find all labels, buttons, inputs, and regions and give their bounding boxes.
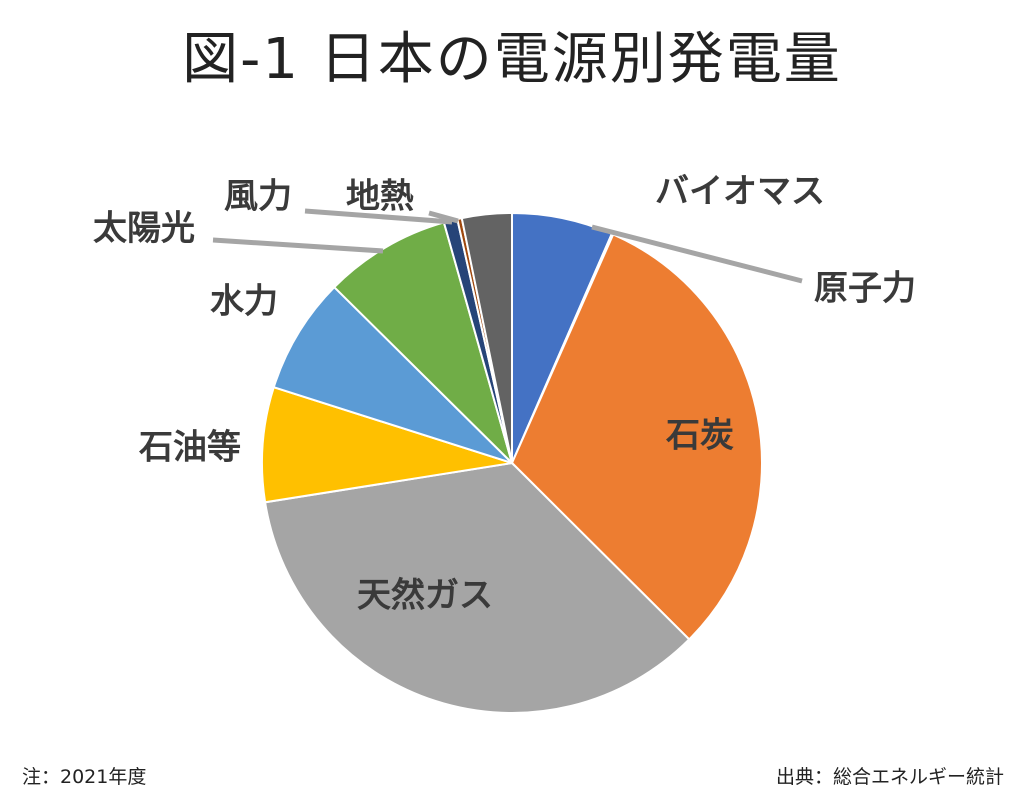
- slice-label-geothermal: 地熱: [346, 177, 414, 217]
- slice-label-natural-gas: 天然ガス: [357, 576, 493, 616]
- pie-slice-coal: [510, 233, 763, 641]
- chart-title: 図-1 日本の電源別発電量: [182, 27, 842, 92]
- slice-label-coal: 石炭: [665, 416, 734, 456]
- leader-line-nuclear: [591, 224, 803, 284]
- footnote: 注：2021年度: [22, 766, 147, 788]
- slice-label-hydro: 水力: [210, 282, 278, 322]
- slice-label-oil: 石油等: [138, 428, 241, 468]
- pie-slice-oil: [261, 385, 513, 504]
- leader-line-solar: [212, 237, 384, 254]
- pie-slice-other: [460, 211, 513, 464]
- pie-slice-natural-gas: [263, 461, 691, 714]
- slice-label-biomass: バイオマス: [655, 172, 825, 212]
- leader-line-geothermal: [428, 210, 459, 224]
- leader-line-wind: [304, 208, 453, 225]
- source-credit: 出典：総合エネルギー統計: [775, 766, 1004, 788]
- slice-label-nuclear: 原子力: [814, 269, 916, 309]
- slice-label-wind: 風力: [224, 177, 292, 217]
- pie-slice-hydro: [272, 285, 513, 464]
- pie-slice-solar: [332, 221, 514, 467]
- slice-label-solar: 太陽光: [93, 209, 195, 249]
